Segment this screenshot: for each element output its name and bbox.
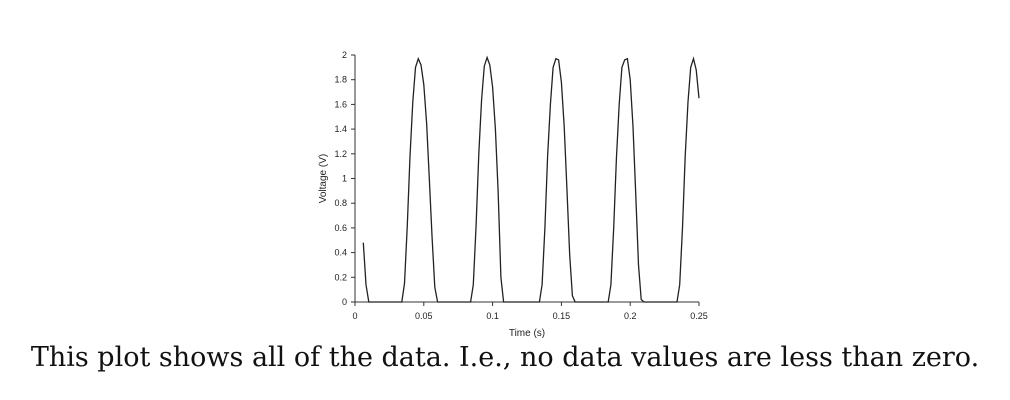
x-tick-label: 0 bbox=[352, 311, 357, 321]
x-tick-label: 0.15 bbox=[553, 311, 571, 321]
y-tick-label: 1.6 bbox=[334, 99, 347, 109]
caption-text: This plot shows all of the data. I.e., n… bbox=[30, 342, 980, 373]
y-tick-label: 1.2 bbox=[334, 149, 347, 159]
y-tick-label: 0 bbox=[342, 297, 347, 307]
x-axis-title: Time (s) bbox=[509, 328, 545, 339]
voltage-time-chart: 0 0.2 0.4 0.6 0.8 1 1.2 1.4 1.6 1.8 2 0 0.05 0.1 0.15… bbox=[318, 50, 708, 339]
x-axis-ticks: 0 0.05 0.1 0.15 0.2 0.25 bbox=[352, 302, 708, 321]
y-tick-label: 0.8 bbox=[334, 198, 347, 208]
x-tick-label: 0.25 bbox=[690, 311, 708, 321]
y-axis-ticks: 0 0.2 0.4 0.6 0.8 1 1.2 1.4 1.6 1.8 2 bbox=[334, 50, 355, 307]
y-tick-label: 0.2 bbox=[334, 272, 347, 282]
y-tick-label: 2 bbox=[342, 50, 347, 60]
y-tick-label: 0.4 bbox=[334, 248, 347, 258]
y-tick-label: 0.6 bbox=[334, 223, 347, 233]
x-tick-label: 0.05 bbox=[415, 311, 433, 321]
y-tick-label: 1.4 bbox=[334, 124, 347, 134]
y-tick-label: 1 bbox=[342, 174, 347, 184]
y-axis-title: Voltage (V) bbox=[318, 154, 329, 203]
series-line bbox=[362, 55, 700, 303]
x-tick-label: 0.1 bbox=[486, 311, 499, 321]
x-tick-label: 0.2 bbox=[624, 311, 637, 321]
y-tick-label: 1.8 bbox=[334, 75, 347, 85]
